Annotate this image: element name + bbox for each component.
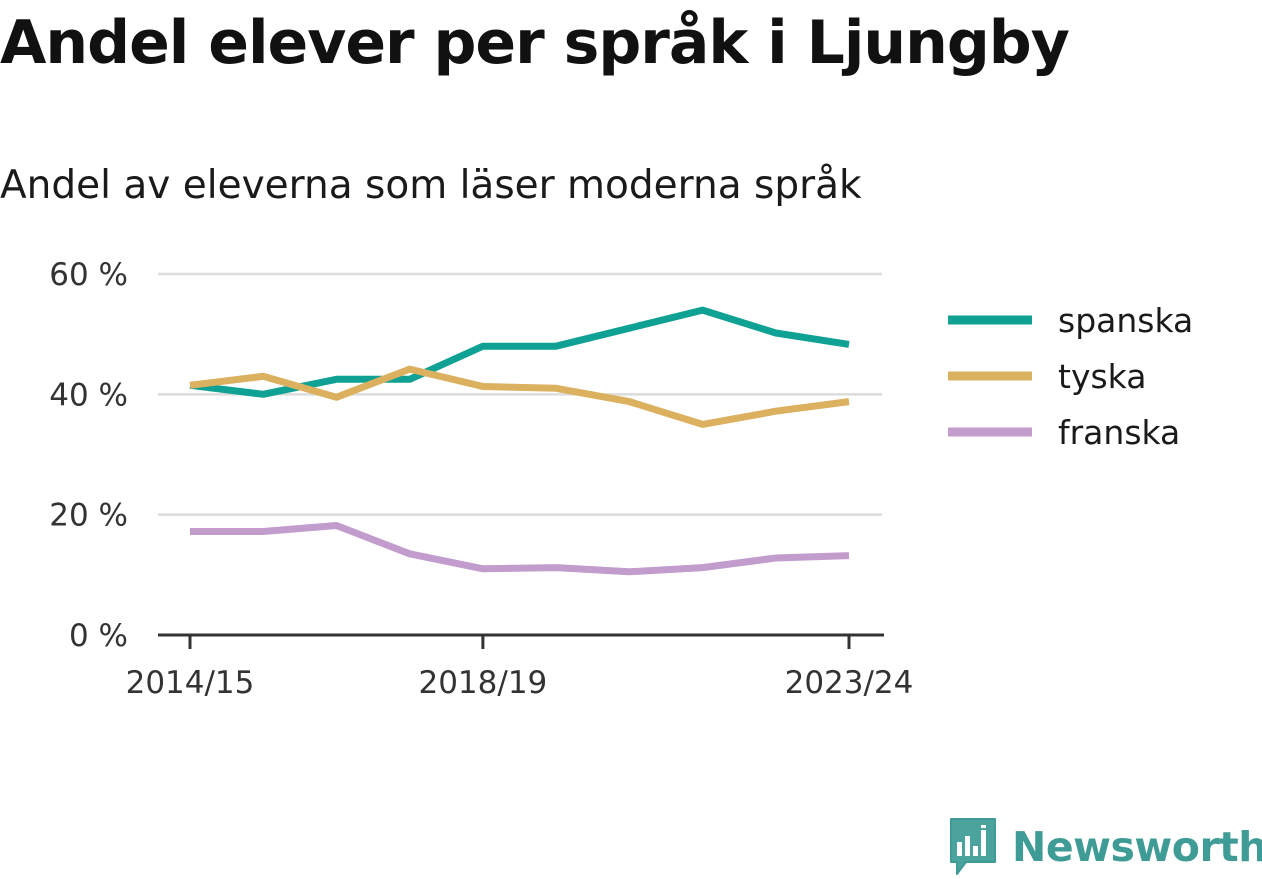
x-axis: 2014/15 2018/19 2023/24 — [126, 633, 914, 701]
legend-label-spanska: spanska — [1058, 301, 1193, 340]
y-tick-label: 60 % — [49, 257, 128, 293]
x-tick-label: 2014/15 — [126, 665, 255, 701]
y-tick-label: 0 % — [69, 618, 128, 654]
brand-name: Newsworthy — [1012, 823, 1262, 871]
legend-label-tyska: tyska — [1058, 357, 1146, 396]
series-line-franska — [190, 522, 850, 576]
newsworthy-logo-icon — [950, 818, 996, 875]
x-tick-label: 2018/19 — [418, 665, 547, 701]
series-line-tyska — [189, 365, 850, 428]
legend: spanska tyska franska — [948, 301, 1193, 452]
chart-title: Andel elever per språk i Ljungby — [0, 8, 1070, 78]
chart-subtitle: Andel av eleverna som läser moderna språ… — [0, 163, 862, 208]
series-lines — [189, 306, 850, 576]
y-axis-ticks: 0 % 20 % 40 % 60 % — [49, 257, 128, 654]
brand: Newsworthy — [948, 816, 1262, 878]
legend-label-franska: franska — [1058, 413, 1180, 452]
y-tick-label: 20 % — [49, 498, 128, 534]
x-tick-label: 2023/24 — [785, 665, 914, 701]
y-tick-label: 40 % — [49, 377, 128, 413]
